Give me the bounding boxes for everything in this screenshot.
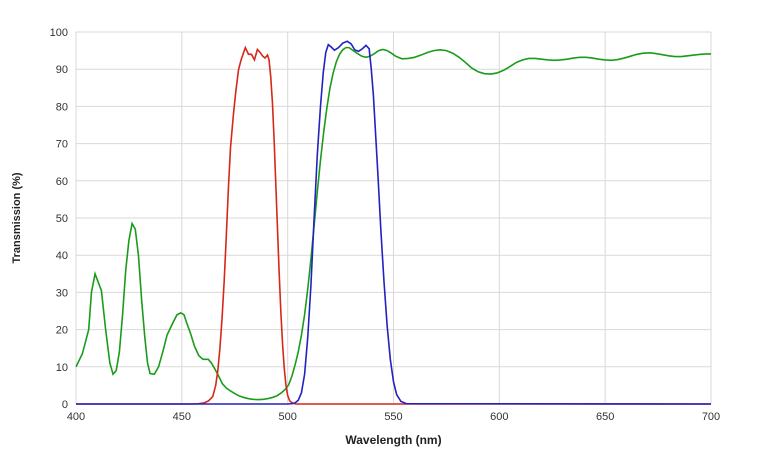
svg-text:Wavelength (nm): Wavelength (nm) [345, 433, 441, 447]
svg-text:100: 100 [50, 27, 68, 39]
svg-text:60: 60 [56, 176, 68, 188]
svg-text:0: 0 [62, 399, 68, 411]
svg-text:500: 500 [278, 411, 296, 423]
svg-text:600: 600 [490, 411, 508, 423]
svg-text:30: 30 [56, 287, 68, 299]
svg-text:20: 20 [56, 325, 68, 337]
svg-text:Transmission (%): Transmission (%) [11, 172, 23, 263]
svg-text:40: 40 [56, 250, 68, 262]
svg-text:700: 700 [702, 411, 720, 423]
svg-text:650: 650 [596, 411, 614, 423]
svg-text:50: 50 [56, 213, 68, 225]
svg-text:90: 90 [56, 64, 68, 76]
svg-text:450: 450 [173, 411, 191, 423]
svg-text:400: 400 [67, 411, 85, 423]
svg-text:80: 80 [56, 101, 68, 113]
svg-text:70: 70 [56, 139, 68, 151]
svg-text:10: 10 [56, 362, 68, 374]
svg-text:550: 550 [384, 411, 402, 423]
